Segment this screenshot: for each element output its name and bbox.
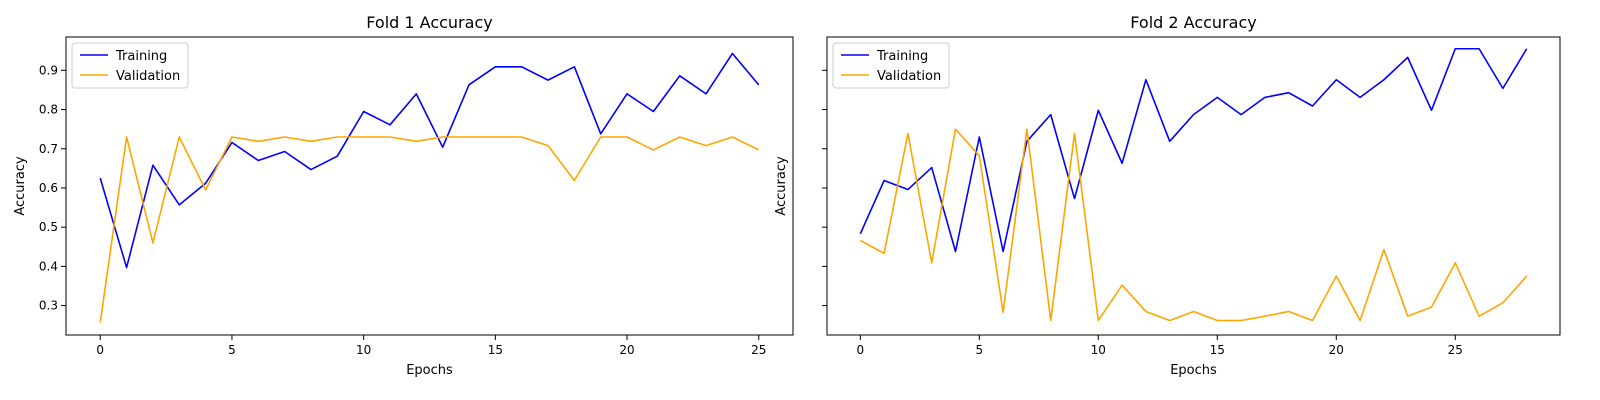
plot-frame bbox=[826, 36, 1561, 336]
x-axis-label: Epochs bbox=[406, 363, 453, 378]
x-tick-label: 25 bbox=[751, 343, 766, 357]
series-line-validation bbox=[859, 128, 1528, 322]
x-tick-label: 15 bbox=[488, 343, 503, 357]
y-tick-label: 0.6 bbox=[39, 181, 58, 195]
y-tick-label: 0.9 bbox=[39, 63, 58, 77]
legend-label-validation: Validation bbox=[877, 69, 941, 84]
x-tick-label: 10 bbox=[356, 343, 371, 357]
y-tick-label: 0.4 bbox=[39, 259, 58, 273]
series-line-validation bbox=[99, 136, 760, 323]
y-axis-label: Accuracy bbox=[13, 156, 28, 216]
x-tick-label: 5 bbox=[228, 343, 236, 357]
series-line-training bbox=[99, 52, 760, 269]
x-tick-label: 20 bbox=[619, 343, 634, 357]
y-axis-label: Accuracy bbox=[774, 156, 789, 216]
x-tick-label: 25 bbox=[1448, 343, 1463, 357]
y-tick-label: 0.7 bbox=[39, 142, 58, 156]
x-tick-label: 20 bbox=[1329, 343, 1344, 357]
chart-title: Fold 1 Accuracy bbox=[366, 13, 492, 32]
plot-frame bbox=[65, 36, 794, 336]
legend-label-training: Training bbox=[876, 49, 928, 64]
x-axis-label: Epochs bbox=[1170, 363, 1217, 378]
legend-label-validation: Validation bbox=[116, 69, 180, 84]
y-tick-label: 0.5 bbox=[39, 220, 58, 234]
y-tick-label: 0.8 bbox=[39, 103, 58, 117]
legend-label-training: Training bbox=[115, 49, 167, 64]
x-tick-label: 0 bbox=[96, 343, 104, 357]
fold-2-panel: Fold 2 Accuracy 0 5 10 15 20 25 Epochs Accuracy T… bbox=[774, 13, 1561, 378]
x-tick-label: 0 bbox=[856, 343, 864, 357]
y-tick-label: 0.3 bbox=[39, 299, 58, 313]
x-tick-label: 15 bbox=[1210, 343, 1225, 357]
x-tick-label: 5 bbox=[975, 343, 983, 357]
x-tick-label: 10 bbox=[1091, 343, 1106, 357]
series-line-training bbox=[859, 47, 1528, 253]
chart-title: Fold 2 Accuracy bbox=[1130, 13, 1256, 32]
fold-1-panel: Fold 1 Accuracy 0 5 10 15 20 25 0.3 0.4 0.5 0.6 0.7… bbox=[13, 13, 794, 378]
